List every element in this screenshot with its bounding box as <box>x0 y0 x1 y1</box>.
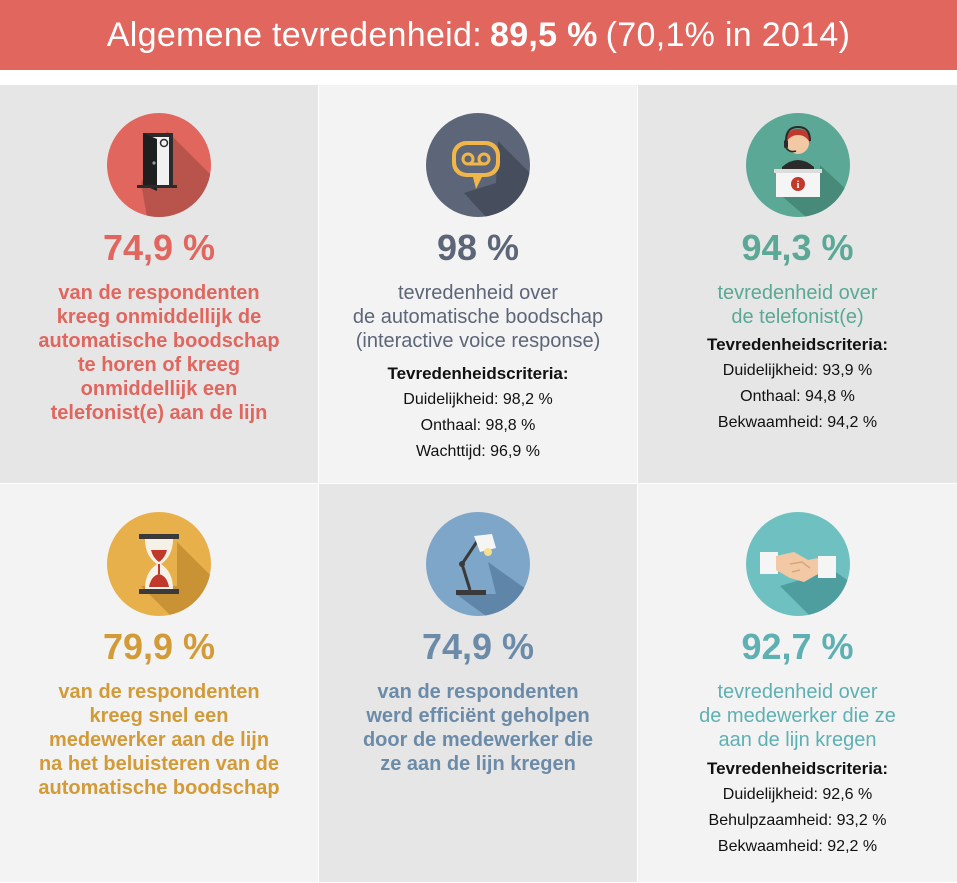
stat-percent: 94,3 % <box>741 227 854 268</box>
desc-line: telefonist(e) aan de lijn <box>50 402 268 424</box>
operator-headset-icon: i <box>745 113 850 217</box>
handshake-icon <box>745 512 850 616</box>
stat-card-efficient-help: 74,9 % van de respondenten werd efficiën… <box>319 484 637 882</box>
desc-line: tevredenheid over <box>717 282 878 304</box>
stat-description: van de respondenten werd efficiënt gehol… <box>333 680 623 776</box>
header-prefix: Algemene tevredenheid: <box>106 15 482 54</box>
hourglass-icon <box>107 512 211 616</box>
stat-card-ivr: 98 % tevredenheid over de automatische b… <box>319 85 637 483</box>
criteria-title: Tevredenheidscriteria: <box>706 759 889 778</box>
criteria-list: Tevredenheidscriteria: Duidelijkheid: 98… <box>319 361 637 465</box>
desc-line: kreeg onmiddellijk de <box>56 306 262 328</box>
stat-card-direct-access: 74,9 % van de respondenten kreeg onmidde… <box>0 85 318 483</box>
open-door-icon <box>107 113 211 217</box>
desc-line: van de respondenten <box>58 681 260 703</box>
stat-description: van de respondenten kreeg snel een medew… <box>14 680 304 800</box>
stat-description: tevredenheid over de automatische boodsc… <box>333 281 623 353</box>
desc-line: ze aan de lijn kregen <box>380 753 576 775</box>
criteria-title: Tevredenheidscriteria: <box>387 364 569 383</box>
stat-description: tevredenheid over de medewerker die ze a… <box>652 680 943 752</box>
desc-line: onmiddellijk een <box>80 378 238 400</box>
desc-line: medewerker aan de lijn <box>48 729 270 751</box>
desc-line: de automatische boodschap <box>352 306 604 328</box>
header-value: 89,5 % <box>490 15 598 54</box>
desk-lamp-icon <box>426 512 530 616</box>
criteria-item: Duidelijkheid: 92,6 % <box>722 786 873 803</box>
voicemail-bubble-icon <box>426 113 530 217</box>
stat-card-quick-agent: 79,9 % van de respondenten kreeg snel ee… <box>0 484 318 882</box>
criteria-item: Duidelijkheid: 93,9 % <box>722 362 873 379</box>
desc-line: (interactive voice response) <box>355 330 601 352</box>
criteria-title: Tevredenheidscriteria: <box>706 335 889 354</box>
svg-text:i: i <box>796 180 799 191</box>
stat-percent: 92,7 % <box>741 626 854 667</box>
stats-grid: 74,9 % van de respondenten kreeg onmidde… <box>0 85 957 883</box>
header-banner: Algemene tevredenheid: 89,5 % (70,1% in … <box>0 0 957 70</box>
criteria-item: Onthaal: 98,8 % <box>420 417 536 434</box>
stat-percent: 98 % <box>436 227 520 268</box>
stat-percent: 79,9 % <box>102 626 216 667</box>
desc-line: automatische boodschap <box>38 777 280 799</box>
desc-line: tevredenheid over <box>717 681 878 703</box>
criteria-item: Bekwaamheid: 94,2 % <box>717 414 878 431</box>
criteria-item: Bekwaamheid: 92,2 % <box>717 838 878 855</box>
stat-description: tevredenheid over de telefonist(e) <box>652 281 943 329</box>
desc-line: tevredenheid over <box>397 282 559 304</box>
stat-description: van de respondenten kreeg onmiddellijk d… <box>14 281 304 425</box>
criteria-list: Tevredenheidscriteria: Duidelijkheid: 92… <box>638 756 957 860</box>
desc-line: van de respondenten <box>377 681 579 703</box>
stat-card-operator: i 94,3 % tevredenheid over de telefonist… <box>638 85 957 483</box>
header-suffix: (70,1% in 2014) <box>605 15 851 54</box>
desc-line: aan de lijn kregen <box>718 729 877 751</box>
desc-line: te horen of kreeg <box>77 354 241 376</box>
stat-card-agent: 92,7 % tevredenheid over de medewerker d… <box>638 484 957 882</box>
criteria-list: Tevredenheidscriteria: Duidelijkheid: 93… <box>638 332 957 436</box>
criteria-item: Wachttijd: 96,9 % <box>416 443 540 460</box>
criteria-item: Duidelijkheid: 98,2 % <box>403 391 553 408</box>
desc-line: van de respondenten <box>58 282 260 304</box>
criteria-item: Onthaal: 94,8 % <box>740 388 855 405</box>
criteria-item: Behulpzaamheid: 93,2 % <box>708 812 887 829</box>
desc-line: de telefonist(e) <box>731 306 864 328</box>
desc-line: door de medewerker die <box>362 729 594 751</box>
stat-percent: 74,9 % <box>102 227 216 268</box>
stat-percent: 74,9 % <box>421 626 535 667</box>
desc-line: de medewerker die ze <box>699 705 896 727</box>
desc-line: na het beluisteren van de <box>38 753 280 775</box>
desc-line: kreeg snel een <box>89 705 229 727</box>
desc-line: werd efficiënt geholpen <box>366 705 590 727</box>
desc-line: automatische boodschap <box>38 330 280 352</box>
